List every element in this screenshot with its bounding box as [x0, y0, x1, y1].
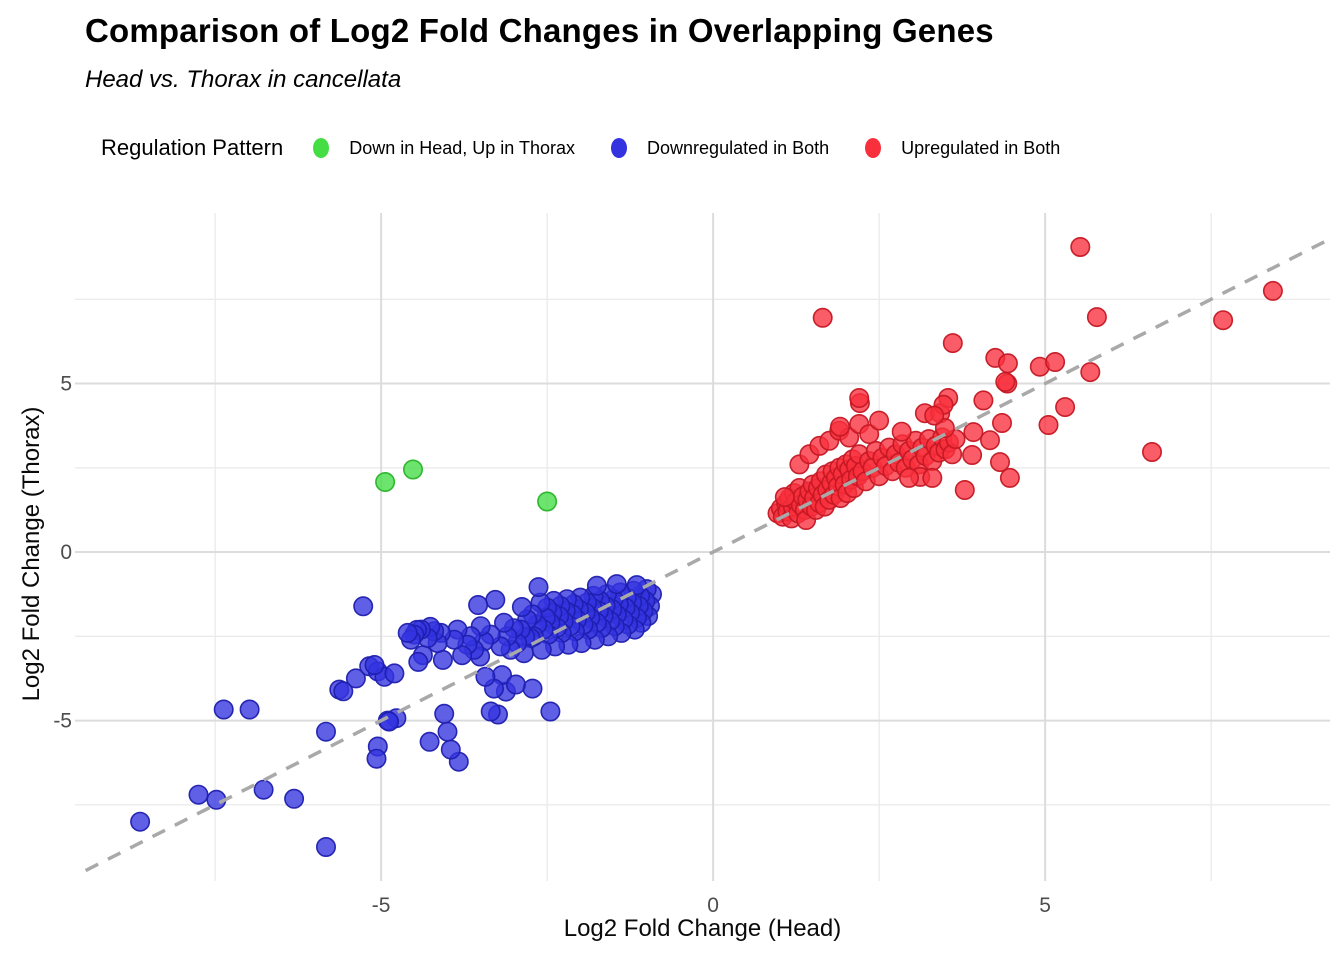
x-tick-label: -5	[372, 894, 391, 917]
data-point	[366, 748, 387, 769]
chart-title: Comparison of Log2 Fold Changes in Overl…	[85, 12, 994, 49]
data-point	[475, 666, 496, 687]
data-point	[922, 467, 943, 488]
data-point	[1213, 310, 1234, 331]
data-point	[1045, 351, 1066, 372]
data-point	[213, 699, 234, 720]
data-point	[345, 668, 366, 689]
y-axis-title: Log2 Fold Change (Thorax)	[18, 406, 45, 702]
data-point	[253, 779, 274, 800]
legend-item-upregulated-both: Upregulated in Both	[865, 138, 1060, 159]
legend: Regulation Pattern Down in Head, Up in T…	[101, 135, 1096, 161]
data-point	[849, 387, 870, 408]
data-point	[1142, 441, 1163, 462]
data-point	[1038, 414, 1059, 435]
data-point	[315, 721, 336, 742]
data-point	[432, 649, 453, 670]
data-point	[963, 422, 984, 443]
legend-title: Regulation Pattern	[101, 135, 284, 160]
legend-item-down-head-up-thorax: Down in Head, Up in Thorax	[313, 138, 575, 159]
data-point	[859, 424, 880, 445]
data-point	[493, 612, 514, 633]
y-tick-label: 0	[60, 541, 72, 564]
x-tick-label: 0	[707, 894, 719, 917]
x-axis-title: Log2 Fold Change (Head)	[563, 915, 842, 942]
data-point	[991, 412, 1012, 433]
data-point	[315, 836, 336, 857]
red-dot-icon	[865, 138, 882, 158]
data-point	[997, 353, 1018, 374]
data-point	[869, 410, 890, 431]
data-point	[586, 575, 607, 596]
legend-item-downregulated-both: Downregulated in Both	[611, 138, 829, 159]
identity-line	[84, 237, 1331, 873]
data-point	[505, 674, 526, 695]
data-point	[606, 574, 627, 595]
y-tick-label: -5	[53, 710, 72, 733]
legend-label: Upregulated in Both	[901, 137, 1061, 158]
data-point	[537, 491, 558, 512]
data-point	[774, 487, 795, 508]
data-point	[375, 471, 396, 492]
data-point	[188, 784, 209, 805]
data-point	[511, 596, 532, 617]
legend-label: Downregulated in Both	[647, 137, 830, 158]
data-point	[924, 405, 945, 426]
data-point	[402, 459, 423, 480]
x-tick-label: 5	[1039, 894, 1051, 917]
data-point	[452, 645, 473, 666]
data-point	[130, 811, 151, 832]
data-point	[397, 622, 418, 643]
data-point	[626, 575, 647, 596]
data-point	[812, 307, 833, 328]
data-point	[979, 430, 1000, 451]
data-point	[333, 681, 354, 702]
data-point	[1262, 280, 1283, 301]
y-tick-label: 5	[60, 373, 72, 396]
data-point	[995, 371, 1016, 392]
data-point	[1086, 307, 1107, 328]
data-point	[829, 416, 850, 437]
data-point	[485, 589, 506, 610]
data-point	[528, 577, 549, 598]
data-point	[408, 651, 429, 672]
data-point	[384, 663, 405, 684]
green-dot-icon	[313, 138, 330, 158]
data-point	[1055, 397, 1076, 418]
data-point	[437, 721, 458, 742]
data-point	[1080, 362, 1101, 383]
data-point	[434, 703, 455, 724]
data-point	[468, 594, 489, 615]
data-point	[364, 654, 385, 675]
data-point	[891, 421, 912, 442]
data-point	[440, 739, 461, 760]
data-point	[522, 678, 543, 699]
data-point	[973, 390, 994, 411]
data-point	[999, 467, 1020, 488]
data-point	[540, 701, 561, 722]
chart-subtitle: Head vs. Thorax in cancellata	[85, 66, 402, 93]
data-point	[898, 467, 919, 488]
data-point	[942, 333, 963, 354]
data-point	[239, 699, 260, 720]
data-point	[480, 701, 501, 722]
legend-label: Down in Head, Up in Thorax	[349, 137, 576, 158]
blue-dot-icon	[611, 138, 628, 158]
data-point	[1070, 237, 1091, 258]
data-point	[954, 479, 975, 500]
data-point	[962, 444, 983, 465]
data-point	[353, 596, 374, 617]
data-point	[284, 788, 305, 809]
data-point	[989, 452, 1010, 473]
data-point	[419, 731, 440, 752]
